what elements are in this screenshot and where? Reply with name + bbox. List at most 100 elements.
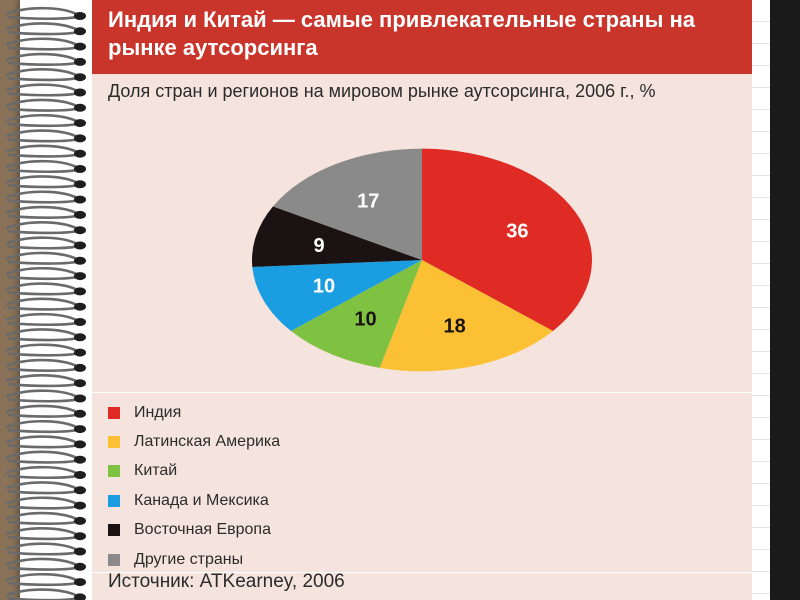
spiral-hole: [74, 516, 86, 525]
spiral-hole: [74, 409, 86, 418]
spiral-ring: [5, 221, 83, 235]
spiral-ring: [5, 588, 83, 600]
spiral-ring: [5, 542, 83, 556]
spiral-ring: [5, 190, 83, 204]
spiral-hole: [74, 471, 86, 479]
pie-slice: [422, 148, 592, 331]
spiral-ring: [5, 282, 83, 296]
spiral-hole: [74, 379, 86, 388]
spiral-ring: [5, 52, 83, 66]
spiral-ring: [5, 113, 83, 128]
divider-top: [92, 392, 752, 393]
legend-swatch: [108, 465, 120, 478]
spiral-hole: [74, 318, 86, 326]
spiral-ring: [5, 37, 83, 51]
legend-swatch: [108, 553, 120, 566]
spiral-hole: [74, 12, 86, 20]
spiral-ring: [5, 83, 83, 97]
spiral-hole: [74, 149, 86, 158]
slice-value-label: 36: [506, 221, 528, 243]
source-note: Источник: ATKearney, 2006: [108, 571, 345, 592]
spiral-ring: [5, 511, 83, 525]
spiral-ring: [5, 450, 83, 464]
spiral-ring: [5, 159, 83, 174]
spiral-ring: [5, 129, 83, 143]
spiral-hole: [74, 532, 86, 541]
spiral-ring: [5, 465, 83, 480]
spiral-ring: [5, 358, 83, 372]
chart-title: Индия и Китай — самые привлекательные ст…: [108, 7, 696, 60]
legend-swatch: [108, 406, 120, 419]
spiral-ring: [5, 343, 83, 357]
spiral-ring: [5, 297, 83, 311]
spiral-hole: [74, 27, 86, 36]
spiral-hole: [74, 57, 86, 66]
spiral-hole: [74, 348, 86, 357]
spiral-hole: [74, 363, 86, 372]
spiral-hole: [74, 42, 86, 51]
spiral-ring: [5, 527, 83, 541]
spiral-ring: [5, 98, 83, 112]
legend-item: Индия: [108, 398, 708, 427]
legend-item: Латинская Америка: [108, 427, 708, 456]
legend-label: Китай: [134, 462, 178, 480]
spiral-hole: [74, 226, 86, 235]
spiral-hole: [74, 287, 86, 296]
legend-label: Другие страны: [134, 550, 244, 568]
pie-slice: [379, 260, 553, 372]
legend-item: Восточная Европа: [108, 516, 708, 545]
spiral-ring: [5, 404, 83, 418]
chart-subtitle: Доля стран и регионов на мировом рынке а…: [108, 81, 656, 101]
slice-value-label: 18: [443, 316, 465, 338]
spiral-ring: [5, 22, 83, 36]
page-edge: [770, 0, 800, 600]
legend-label: Латинская Америка: [134, 433, 281, 451]
legend-item: Другие страны: [108, 545, 708, 574]
legend-label: Восточная Европа: [134, 521, 271, 539]
spiral-ring: [5, 328, 83, 342]
spiral-ring: [5, 205, 83, 219]
spiral-ring: [5, 435, 83, 449]
pie-slice: [273, 148, 422, 260]
spiral-hole: [74, 103, 86, 112]
spiral-ring: [5, 236, 83, 250]
spiral-ring: [5, 144, 83, 158]
spiral-ring: [5, 572, 83, 587]
pie-chart: 36 18 10 10 9 17: [251, 148, 592, 372]
spiral-ring: [5, 266, 83, 281]
legend-swatch: [108, 524, 120, 537]
spiral-hole: [74, 302, 86, 311]
spiral-ring: [5, 175, 83, 189]
divider-bottom: [92, 572, 752, 573]
spiral-hole: [74, 578, 86, 587]
spiral-ring: [5, 419, 83, 434]
spiral-hole: [74, 241, 86, 250]
slice-value-label: 10: [313, 275, 335, 297]
spiral-hole: [74, 394, 86, 403]
spiral-hole: [74, 593, 86, 600]
legend-swatch: [108, 494, 120, 507]
spiral-hole: [74, 425, 86, 434]
spiral-ring: [5, 481, 83, 495]
spiral-hole: [74, 486, 86, 495]
infographic: Индия и Китай — самые привлекательные ст…: [92, 0, 752, 600]
spiral-hole: [74, 134, 86, 143]
spiral-ring: [5, 251, 83, 265]
legend-label: Индия: [134, 403, 182, 421]
spiral-hole: [74, 547, 86, 556]
spiral-hole: [74, 562, 86, 571]
spiral-hole: [74, 440, 86, 449]
spiral-hole: [74, 73, 86, 82]
spiral-hole: [74, 88, 86, 97]
spiral-ring: [5, 374, 83, 388]
spiral-hole: [74, 272, 86, 281]
spiral-ring: [5, 68, 83, 82]
spiral-hole: [74, 119, 86, 128]
spiral-hole: [74, 333, 86, 342]
legend-item: Канада и Мексика: [108, 486, 708, 515]
slice-value-label: 10: [354, 308, 376, 330]
pie-slice: [291, 260, 422, 368]
slice-value-label: 9: [314, 235, 325, 257]
header-bar: Индия и Китай — самые привлекательные ст…: [92, 0, 752, 74]
spiral-hole: [74, 195, 86, 204]
